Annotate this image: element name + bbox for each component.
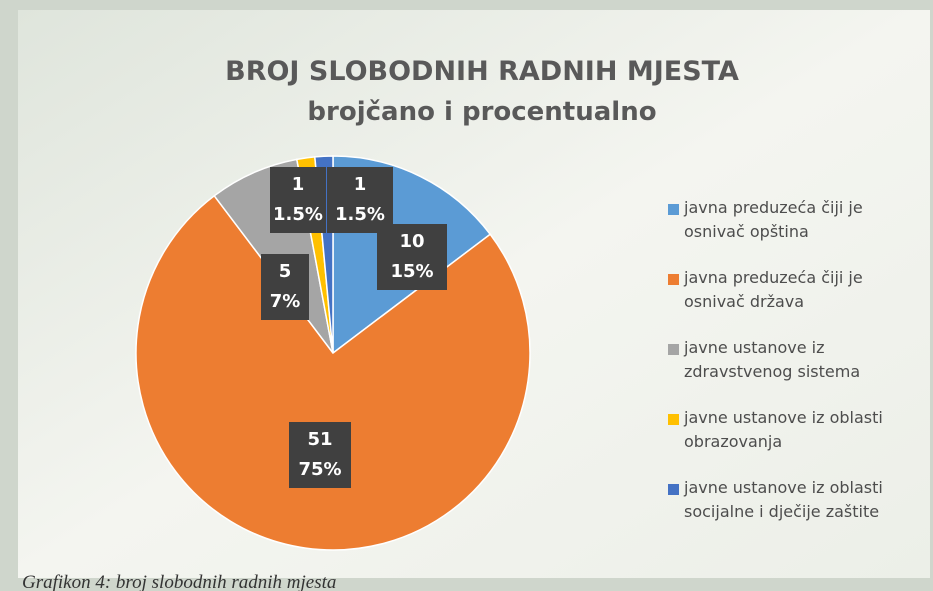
data-label-value: 1 [354, 174, 367, 195]
legend-item: javne ustanove iz oblasti socijalne i dj… [668, 476, 923, 546]
legend-swatch [668, 414, 679, 425]
legend-swatch [668, 204, 679, 215]
data-label-box [289, 422, 351, 488]
caption: Grafikon 4: broj slobodnih radnih mjesta [22, 572, 336, 591]
data-label-percent: 15% [390, 261, 433, 282]
data-label-value: 51 [307, 429, 332, 450]
legend-swatch [668, 344, 679, 355]
data-label-percent: 1.5% [273, 204, 323, 225]
data-label-box [270, 167, 326, 233]
legend-swatch [668, 484, 679, 495]
legend-label: javna preduzeća čiji je osnivač opština [684, 198, 863, 241]
legend-label: javna preduzeća čiji je osnivač država [684, 268, 863, 311]
data-label-percent: 1.5% [335, 204, 385, 225]
legend: javna preduzeća čiji je osnivač opština j… [668, 196, 923, 546]
data-label-value: 10 [399, 231, 424, 252]
data-label-value: 1 [292, 174, 305, 195]
legend-swatch [668, 274, 679, 285]
data-label-percent: 75% [298, 459, 341, 480]
legend-item: javna preduzeća čiji je osnivač opština [668, 196, 923, 266]
legend-label: javne ustanove iz oblasti obrazovanja [684, 408, 883, 451]
chart-title: BROJ SLOBODNIH RADNIH MJESTA [225, 56, 739, 87]
legend-item: javna preduzeća čiji je osnivač država [668, 266, 923, 336]
data-label-percent: 7% [270, 291, 301, 312]
data-label-box [377, 224, 447, 290]
legend-item: javne ustanove iz oblasti obrazovanja [668, 406, 923, 476]
data-label-box [261, 254, 309, 320]
legend-label: javne ustanove iz oblasti socijalne i dj… [684, 478, 883, 521]
data-label-box [327, 167, 393, 233]
legend-label: javne ustanove iz zdravstvenog sistema [684, 338, 861, 381]
chart-subtitle: brojčano i procentualno [307, 97, 656, 127]
data-label-value: 5 [279, 261, 292, 282]
legend-item: javne ustanove iz zdravstvenog sistema [668, 336, 923, 406]
